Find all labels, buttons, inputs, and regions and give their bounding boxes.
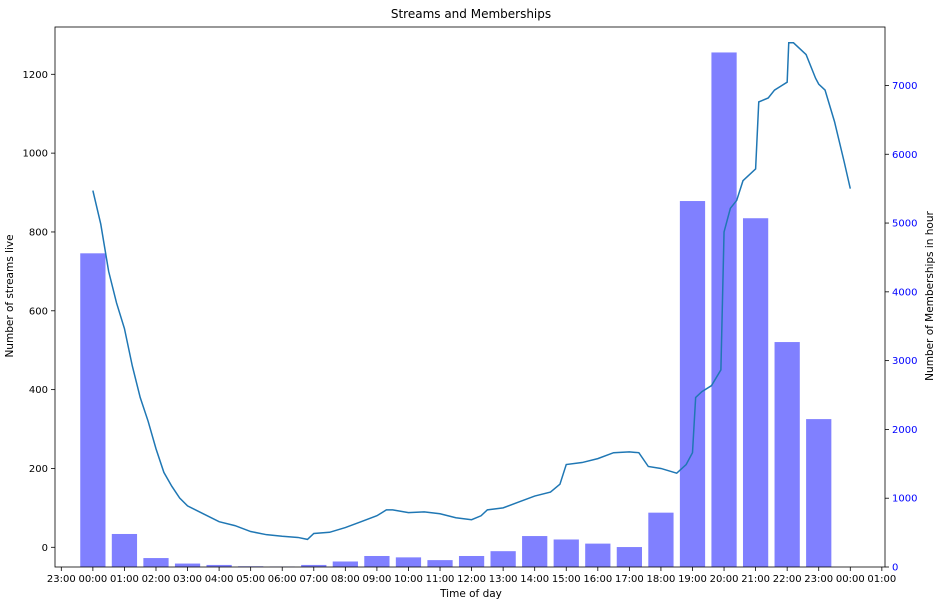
x-tick-label: 08:00 [331,574,360,585]
y-right-tick-label: 5000 [892,219,917,230]
x-tick-label: 03:00 [173,574,202,585]
x-tick-label: 14:00 [520,574,549,585]
membership-bar [585,543,611,567]
membership-bar [522,536,548,567]
y-axis-right-title: Number of Memberships in hour [924,210,936,380]
membership-bar [143,558,169,567]
x-tick-label: 02:00 [142,574,171,585]
y-left-tick-label: 200 [29,464,48,475]
x-tick-label: 23:00 [804,574,833,585]
x-tick-label: 13:00 [489,574,518,585]
y-right-tick-label: 6000 [892,150,917,161]
membership-bar [711,52,737,568]
y-right-tick-label: 3000 [892,356,917,367]
y-right-tick-label: 4000 [892,287,917,298]
membership-bar [490,551,516,567]
y-axis-left-title: Number of streams live [4,234,16,357]
y-right-tick-label: 7000 [892,81,917,92]
x-tick-label: 01:00 [867,574,896,585]
x-tick-label: 06:00 [268,574,297,585]
x-tick-label: 19:00 [678,574,707,585]
membership-bar [679,201,706,568]
membership-bar [774,342,800,567]
x-tick-label: 16:00 [583,574,612,585]
x-tick-label: 11:00 [426,574,455,585]
membership-bar [395,557,422,567]
y-left-tick-label: 600 [29,306,48,317]
membership-bar [111,533,138,567]
x-tick-label: 00:00 [836,574,865,585]
y-right-tick-label: 0 [892,563,898,574]
membership-bar [332,561,358,567]
x-tick-label: 01:00 [110,574,139,585]
x-tick-label: 12:00 [457,574,486,585]
line-series-streams [92,42,852,541]
x-tick-label: 04:00 [205,574,234,585]
membership-bar [427,560,453,567]
x-tick-label: 21:00 [741,574,770,585]
chart-title: Streams and Memberships [391,7,551,21]
membership-bar [80,253,106,567]
y-left-tick-label: 0 [42,543,48,554]
membership-bar [553,539,579,567]
y-left-tick-label: 1000 [23,149,48,160]
membership-bar [206,564,232,567]
membership-bar [364,555,390,567]
y-left-tick-label: 400 [29,385,48,396]
x-tick-label: 07:00 [299,574,328,585]
y-axis-left: 0 200 400 600 800 1000 1200 [23,70,55,554]
y-left-tick-label: 800 [29,227,48,238]
x-tick-label: 15:00 [552,574,581,585]
x-tick-label: 22:00 [773,574,802,585]
membership-bar [174,563,201,567]
x-tick-label: 17:00 [615,574,644,585]
y-left-tick-label: 1200 [23,70,48,81]
membership-bar [301,564,327,567]
x-tick-label: 09:00 [362,574,391,585]
plot-frame [54,26,886,568]
y-right-tick-label: 2000 [892,425,917,436]
x-tick-label: 05:00 [236,574,265,585]
x-tick-label: 10:00 [394,574,423,585]
membership-bar [806,419,832,567]
y-right-tick-label: 1000 [892,494,917,505]
x-tick-label: 00:00 [78,574,107,585]
x-axis-title: Time of day [439,588,502,600]
y-axis-right: 0 1000 2000 3000 4000 5000 6000 7000 [885,81,917,574]
x-tick-label: 23:00 [47,574,76,585]
bar-series-memberships [80,52,832,568]
x-tick-label: 20:00 [710,574,739,585]
membership-bar [648,512,674,567]
streams-line [92,42,852,541]
x-axis: 23:00 00:00 01:00 02:00 03:00 04:00 05:00 06:00… [47,567,896,585]
membership-bar [742,218,769,568]
membership-bar [458,555,485,567]
x-tick-label: 18:00 [647,574,676,585]
membership-bar [616,547,642,567]
